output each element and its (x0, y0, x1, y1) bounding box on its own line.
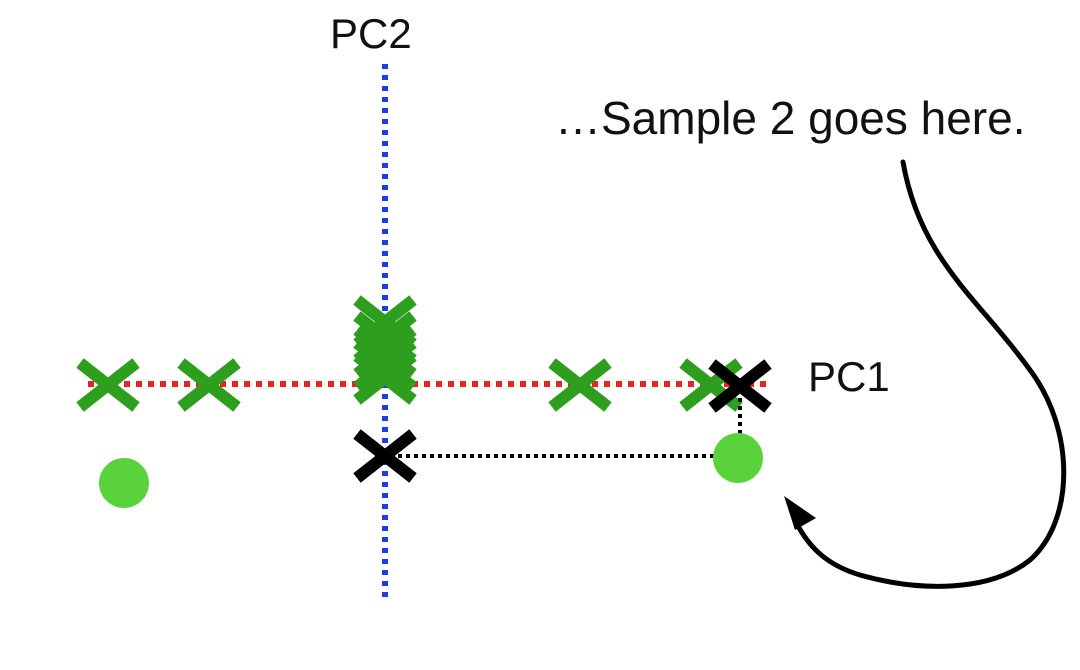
curved-arrow-icon (793, 159, 1067, 589)
green-dot-sample (713, 433, 763, 483)
arrowhead-icon (784, 496, 816, 530)
pc2-label: PC2 (330, 10, 412, 57)
green-cross-cluster (357, 300, 413, 400)
pc1-label: PC1 (808, 353, 890, 400)
green-dot-left (99, 458, 149, 508)
annotation-text: …Sample 2 goes here. (555, 92, 1026, 144)
